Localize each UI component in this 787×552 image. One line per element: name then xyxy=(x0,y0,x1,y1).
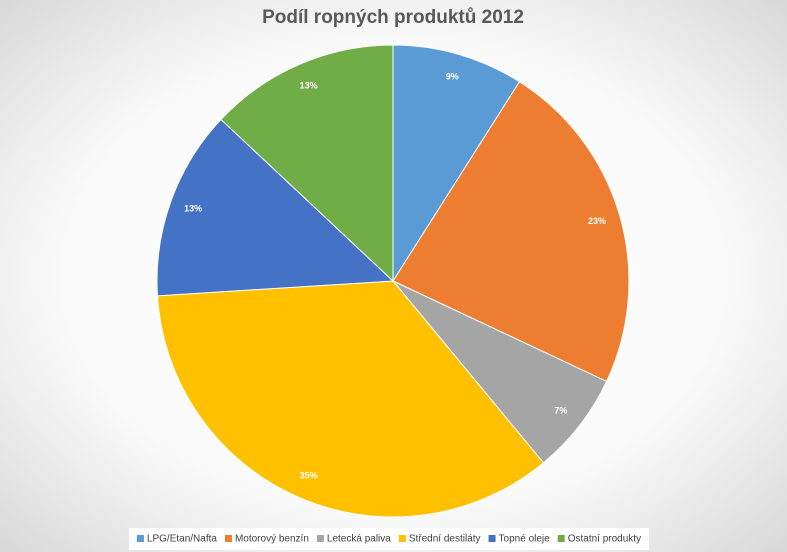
pie-slice xyxy=(156,118,395,297)
legend-box xyxy=(128,528,650,550)
pie-slice xyxy=(392,44,521,283)
legend-swatch xyxy=(224,535,232,542)
pie-slice xyxy=(392,81,630,383)
legend-swatch xyxy=(316,535,324,542)
legend-label: Motorový benzín xyxy=(235,534,309,545)
value-label: 7% xyxy=(554,406,567,416)
legend-swatch xyxy=(136,535,144,542)
value-label: 9% xyxy=(446,71,459,81)
pie-slice xyxy=(392,280,608,464)
pie-slice xyxy=(220,44,394,283)
legend-swatch xyxy=(557,535,565,542)
legend-label: Topné oleje xyxy=(499,534,551,545)
legend-swatch xyxy=(398,535,406,542)
legend-label: LPG/Etan/Nafta xyxy=(147,534,217,545)
legend-label: Ostatní produkty xyxy=(568,534,641,545)
legend-swatch xyxy=(488,535,496,542)
legend-label: Střední destiláty xyxy=(409,534,481,545)
legend-label: Letecká paliva xyxy=(327,534,391,545)
value-label: 35% xyxy=(300,470,318,480)
chart-title: Podíl ropných produktů 2012 xyxy=(262,7,524,28)
value-label: 13% xyxy=(184,203,202,213)
value-label: 23% xyxy=(588,216,606,226)
pie-slice xyxy=(156,280,545,518)
value-label: 13% xyxy=(300,80,318,90)
